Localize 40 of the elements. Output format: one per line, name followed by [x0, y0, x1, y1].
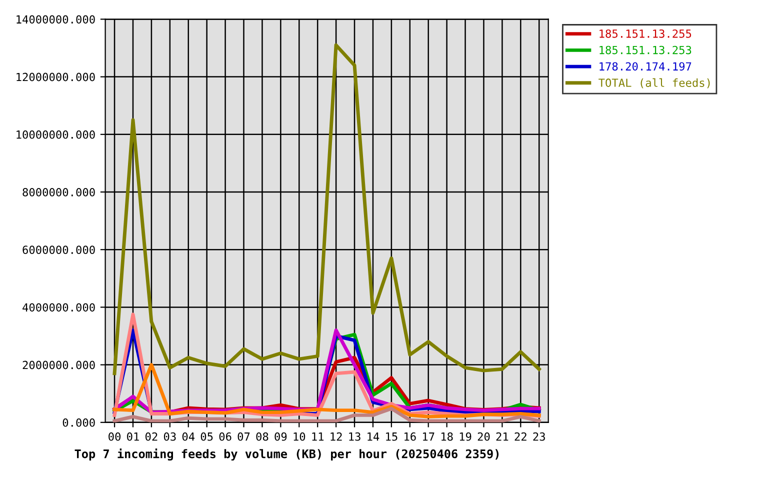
y-tick-label: 10000000.000: [16, 130, 95, 139]
x-tick-label: 10: [294, 432, 306, 441]
line-series: [112, 43, 541, 376]
x-tick-label: 22: [514, 432, 526, 441]
y-tick-label: 2000000.000: [22, 360, 95, 370]
x-tick-label: 04: [182, 432, 195, 441]
x-tick-label: 11: [312, 432, 324, 441]
x-tick-label: 23: [533, 432, 545, 441]
legend-label: 178.20.174.197: [600, 62, 692, 71]
x-tick-label: 20: [478, 432, 490, 441]
line-series: [112, 406, 541, 422]
legend-label: TOTAL (all feeds): [598, 78, 710, 88]
y-tick-label: 12000000.000: [16, 72, 95, 82]
legend-label: 185.151.13.255: [600, 29, 692, 38]
x-tick-label: 18: [441, 432, 453, 441]
x-tick-label: 13: [349, 432, 360, 441]
y-tick-label: 14000000.000: [16, 15, 95, 24]
legend-label: 185.151.13.253: [600, 46, 692, 54]
x-tick-label: 05: [200, 432, 213, 441]
x-tick-label: 02: [145, 432, 158, 441]
x-tick-label: 09: [274, 432, 287, 441]
x-tick-label: 17: [422, 432, 434, 441]
y-tick-label: 4000000.000: [22, 303, 95, 312]
x-tick-label: 07: [238, 432, 250, 441]
x-tick-label: 01: [127, 432, 139, 441]
x-tick-label: 21: [496, 432, 508, 441]
y-tick-label: 8000000.000: [22, 188, 95, 196]
x-tick-label: 19: [460, 432, 472, 441]
y-tick-label: 0.000: [62, 418, 95, 427]
x-tick-label: 08: [256, 432, 268, 441]
x-tick-label: 15: [386, 432, 398, 441]
y-tick-label: 6000000.000: [22, 246, 95, 254]
x-tick-label: 06: [219, 432, 232, 441]
x-tick-label: 03: [164, 432, 176, 441]
x-tick-label: 00: [108, 432, 120, 441]
line-series: [112, 363, 541, 418]
x-tick-label: 14: [368, 432, 380, 441]
x-tick-label: 16: [404, 432, 416, 441]
x-axis-title: Top 7 incoming feeds by volume (KB) per hour (20250406 2359): [74, 448, 499, 461]
x-tick-label: 12: [330, 432, 342, 441]
